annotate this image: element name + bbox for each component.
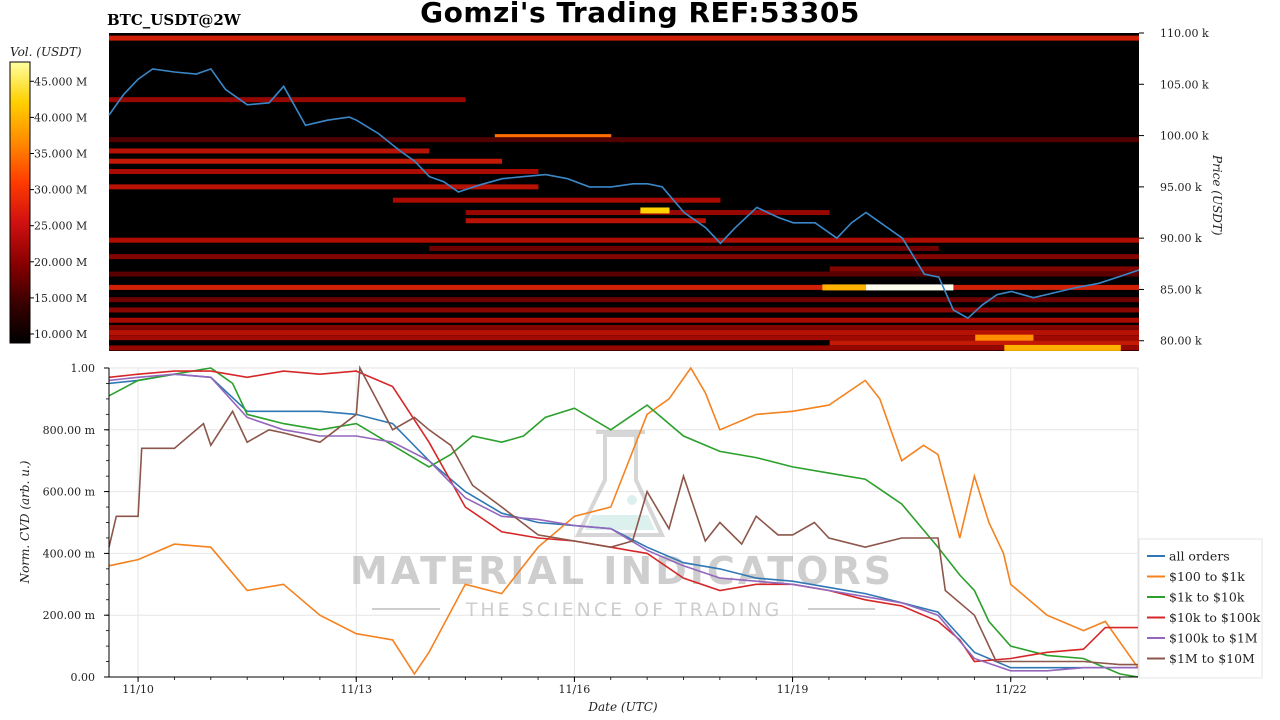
- price-tick-label: 90.00 k: [1160, 232, 1202, 245]
- cvd-line--10k-to-100k: [108, 370, 1138, 663]
- colorbar-tick-label: 25.000 M: [34, 220, 87, 233]
- liquidity-level: [109, 137, 1139, 143]
- legend-label: $1M to $10M: [1169, 651, 1255, 666]
- colorbar: Vol. (USDT) 10.000 M 15.000 M 20.000 M 25.0…: [9, 45, 87, 344]
- liquidity-level: [392, 197, 721, 203]
- cvd-series: [108, 365, 1139, 678]
- liquidity-level: [494, 134, 612, 140]
- price-line-group: [108, 67, 1140, 320]
- liquidity-level: [829, 266, 1139, 272]
- y-tick-label: 400.00 m: [43, 547, 96, 560]
- liquidity-hotspot: [975, 334, 1034, 341]
- price-axis: 80.00 k 85.00 k 90.00 k 95.00 k 100.00 k 105.…: [1139, 27, 1209, 348]
- x-tick-label: 11/22: [995, 683, 1027, 696]
- legend-label: all orders: [1169, 549, 1230, 564]
- liquidity-level: [109, 324, 1139, 330]
- legend-label: $1k to $10k: [1169, 590, 1245, 605]
- liquidity-hotspot: [822, 284, 867, 291]
- watermark: MATERIAL INDICATORS THE SCIENCE OF TRADI…: [350, 430, 894, 621]
- y-tick-label: 0.00: [71, 671, 96, 684]
- legend: all orders $100 to $1k $1k to $10k $10k to …: [1138, 538, 1263, 679]
- liquidity-level: [109, 284, 1139, 290]
- liquidity-levels: [109, 35, 1139, 351]
- colorbar-tick-label: 35.000 M: [34, 148, 87, 161]
- heatmap-panel: 80.00 k 85.00 k 90.00 k 95.00 k 100.00 k 105.…: [108, 27, 1224, 351]
- x-tick-label: 11/10: [122, 683, 154, 696]
- y-axis-label: Norm. CVD (arb. u.): [18, 460, 32, 584]
- price-tick-label: 80.00 k: [1160, 335, 1202, 348]
- chart-title: Gomzi's Trading REF:53305: [420, 0, 860, 29]
- y-tick-label: 200.00 m: [43, 609, 96, 622]
- liquidity-level: [109, 317, 1139, 323]
- cvd-panel: MATERIAL INDICATORS THE SCIENCE OF TRADI…: [18, 362, 1139, 714]
- price-tick-label: 95.00 k: [1160, 181, 1202, 194]
- y-tick-label: 1.00: [71, 362, 96, 375]
- cvd-line--1k-to-10k: [108, 367, 1139, 678]
- colorbar-tick-label: 20.000 M: [34, 256, 87, 269]
- colorbar-gradient: [9, 61, 31, 344]
- colorbar-tick-label: 45.000 M: [34, 75, 87, 88]
- cvd-axes: 0.00 200.00 m 400.00 m 600.00 m 800.00 m 1.00…: [43, 362, 1138, 696]
- liquidity-hotspot: [1004, 344, 1121, 351]
- y-tick-label: 600.00 m: [43, 486, 96, 499]
- liquidity-level: [109, 345, 1139, 351]
- legend-label: $10k to $100k: [1169, 610, 1261, 625]
- liquidity-level: [465, 218, 706, 224]
- y-tick-label: 800.00 m: [43, 424, 96, 437]
- colorbar-tick-label: 40.000 M: [34, 111, 87, 124]
- liquidity-level: [109, 158, 503, 164]
- x-axis-label: Date (UTC): [587, 700, 657, 714]
- price-tick-label: 100.00 k: [1160, 130, 1209, 143]
- liquidity-level: [829, 340, 1139, 346]
- liquidity-level: [109, 168, 539, 174]
- price-line: [108, 67, 1140, 320]
- colorbar-tick-label: 15.000 M: [34, 292, 87, 305]
- liquidity-level: [429, 245, 939, 251]
- liquidity-level: [109, 237, 1139, 243]
- liquidity-level: [109, 148, 430, 154]
- cvd-line--100-to-1k: [108, 366, 1139, 676]
- liquidity-hotspot: [866, 284, 954, 291]
- liquidity-hotspot: [640, 207, 670, 214]
- symbol-label: BTC_USDT@2W: [107, 11, 241, 29]
- legend-label: $100 to $1k: [1169, 569, 1245, 584]
- colorbar-label: Vol. (USDT): [10, 45, 82, 59]
- watermark-brand: MATERIAL INDICATORS: [350, 549, 894, 593]
- liquidity-level: [109, 271, 1139, 277]
- price-axis-label: Price (USDT): [1210, 154, 1224, 236]
- liquidity-level: [109, 35, 1139, 41]
- liquidity-level: [109, 307, 1139, 313]
- price-tick-label: 85.00 k: [1160, 283, 1202, 296]
- liquidity-level: [109, 97, 466, 103]
- cvd-line--1m-to-10m: [108, 365, 1138, 666]
- x-tick-label: 11/16: [559, 683, 591, 696]
- liquidity-level: [109, 254, 1139, 260]
- x-tick-label: 11/13: [340, 683, 372, 696]
- cvd-line--100k-to-1m: [108, 373, 1138, 672]
- watermark-tagline: THE SCIENCE OF TRADING: [465, 599, 783, 621]
- liquidity-level: [109, 184, 539, 190]
- liquidity-level: [109, 330, 1139, 336]
- legend-label: $100k to $1M: [1169, 631, 1258, 646]
- price-tick-label: 110.00 k: [1160, 27, 1209, 40]
- colorbar-tick-label: 30.000 M: [34, 184, 87, 197]
- liquidity-level: [109, 335, 1139, 341]
- liquidity-level: [109, 297, 1139, 303]
- x-tick-label: 11/19: [777, 683, 809, 696]
- price-tick-label: 105.00 k: [1160, 78, 1209, 91]
- legend-box: [1138, 538, 1263, 679]
- colorbar-tick-label: 10.000 M: [34, 328, 87, 341]
